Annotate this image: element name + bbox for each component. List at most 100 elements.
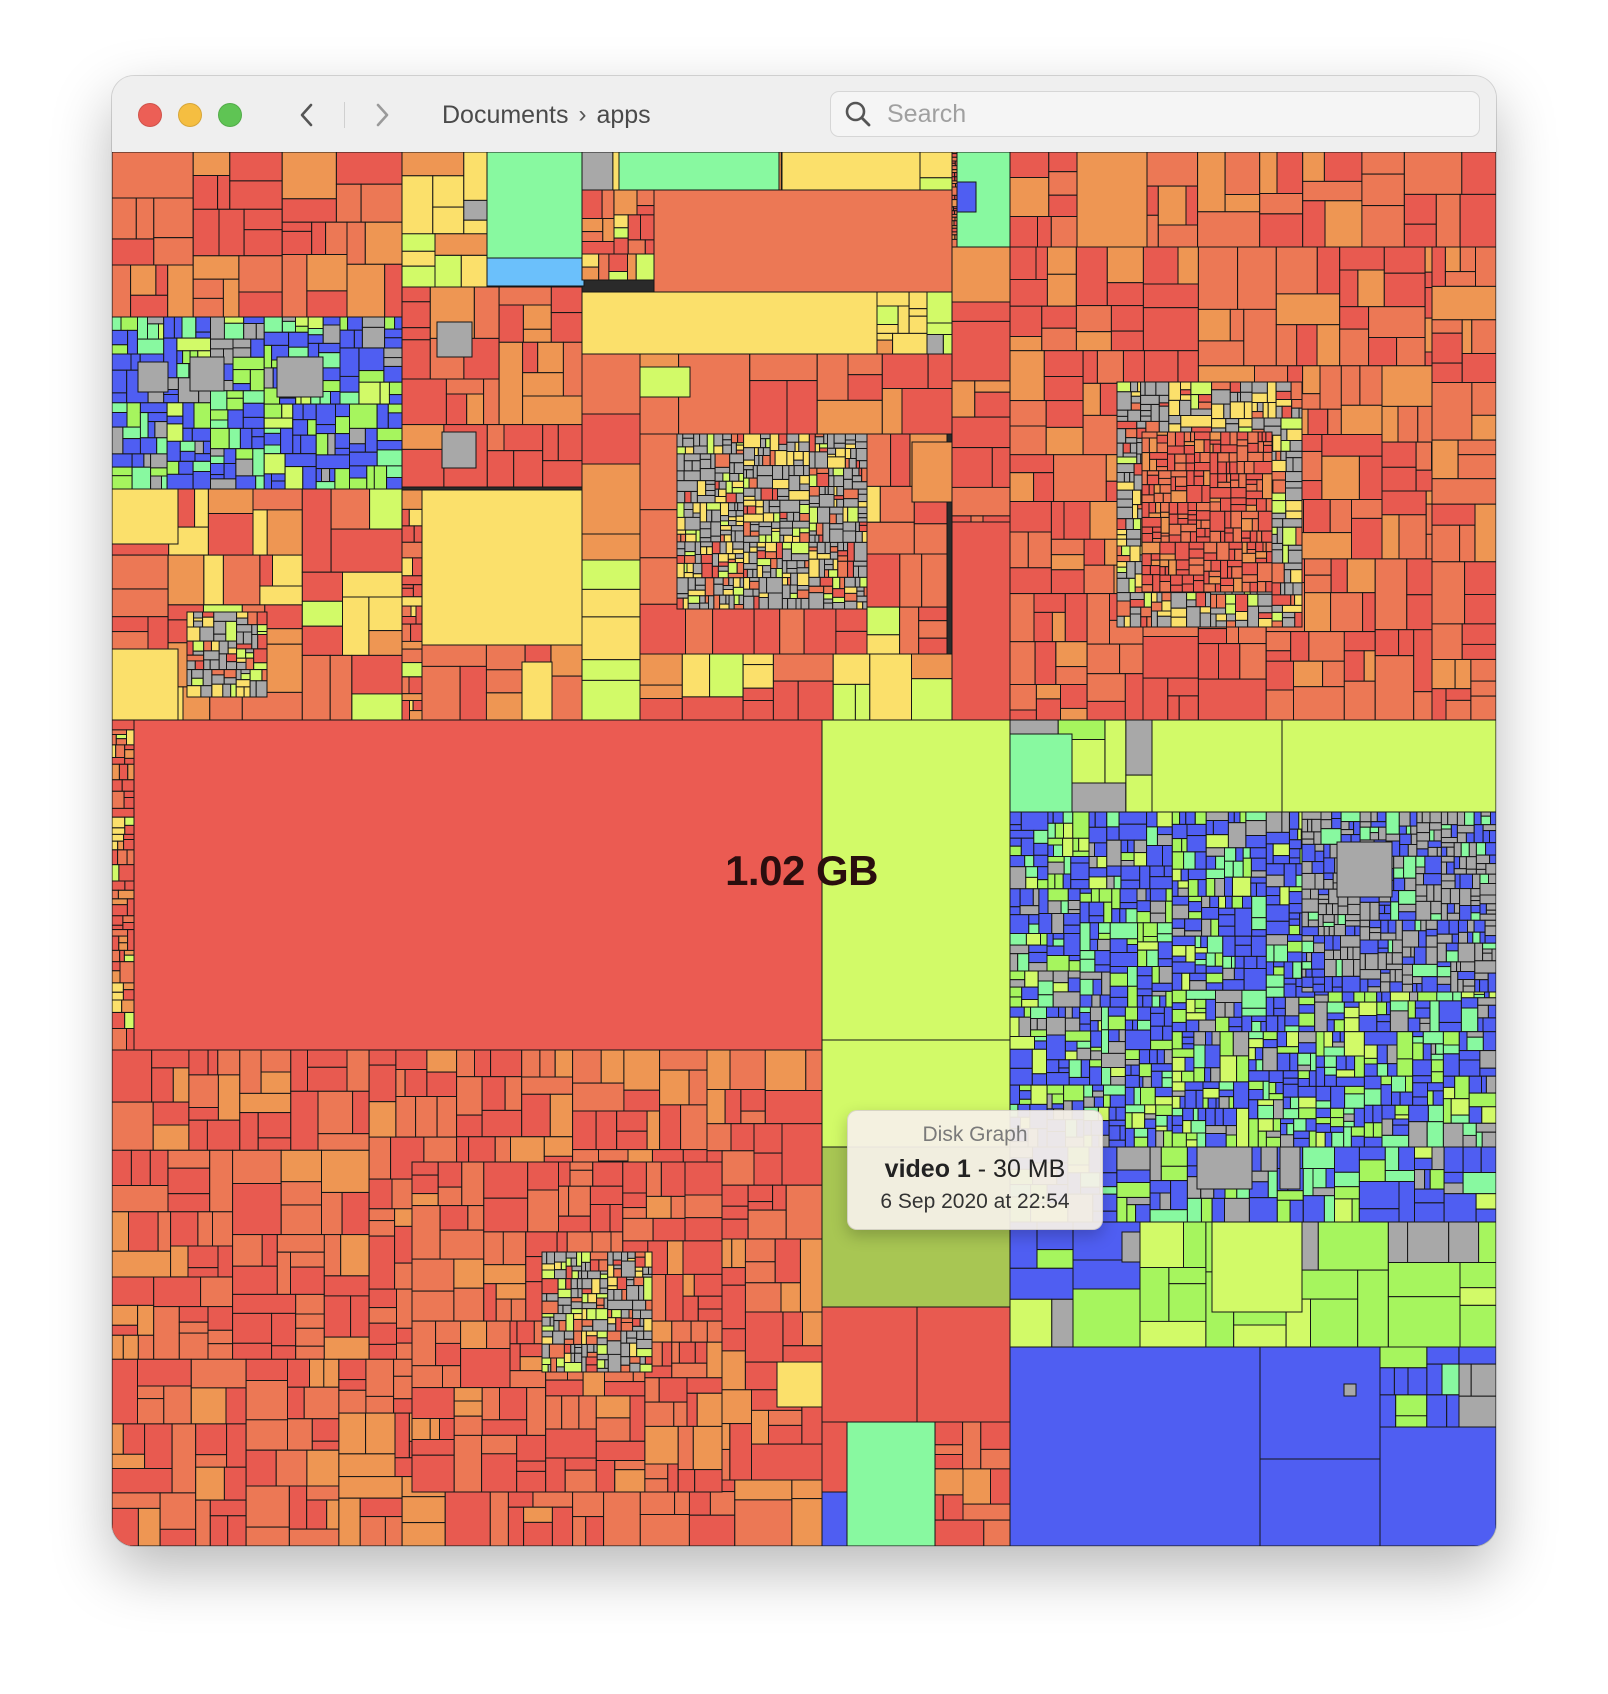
file-block[interactable] bbox=[1193, 475, 1205, 486]
file-block[interactable] bbox=[1257, 581, 1267, 593]
file-block[interactable] bbox=[1137, 941, 1159, 951]
file-block[interactable] bbox=[444, 1491, 491, 1546]
file-block[interactable] bbox=[639, 1514, 690, 1547]
file-block[interactable] bbox=[1403, 223, 1437, 248]
file-block[interactable] bbox=[119, 949, 125, 963]
file-block[interactable] bbox=[1009, 641, 1036, 686]
file-block[interactable] bbox=[1327, 991, 1343, 1003]
file-block[interactable] bbox=[1246, 549, 1257, 554]
file-block[interactable] bbox=[1030, 1018, 1038, 1031]
file-block[interactable] bbox=[1262, 1047, 1278, 1072]
file-block[interactable] bbox=[1245, 504, 1257, 512]
file-block[interactable] bbox=[573, 1319, 583, 1332]
file-block[interactable] bbox=[713, 583, 724, 596]
file-block[interactable] bbox=[1335, 1069, 1356, 1078]
file-block[interactable] bbox=[1045, 426, 1084, 456]
file-block[interactable] bbox=[1442, 1086, 1456, 1100]
file-block[interactable] bbox=[1098, 888, 1113, 903]
file-block[interactable] bbox=[163, 1385, 192, 1425]
file-block[interactable] bbox=[541, 1269, 555, 1280]
file-block[interactable] bbox=[1161, 1077, 1173, 1088]
file-block[interactable] bbox=[1179, 399, 1192, 416]
file-block[interactable] bbox=[295, 1345, 325, 1360]
file-block[interactable] bbox=[1251, 1021, 1262, 1033]
file-block[interactable] bbox=[306, 254, 348, 292]
file-block[interactable] bbox=[771, 530, 781, 543]
file-block[interactable] bbox=[541, 1316, 551, 1327]
file-block[interactable] bbox=[1232, 527, 1242, 543]
file-block[interactable] bbox=[1412, 963, 1438, 978]
file-block[interactable] bbox=[639, 698, 683, 721]
file-block[interactable] bbox=[587, 1270, 601, 1280]
file-block[interactable] bbox=[401, 623, 412, 643]
file-block[interactable] bbox=[401, 152, 465, 177]
file-block[interactable] bbox=[1090, 1030, 1103, 1048]
file-block[interactable] bbox=[441, 431, 477, 469]
file-block[interactable] bbox=[1482, 948, 1493, 954]
file-block[interactable] bbox=[1285, 510, 1303, 520]
file-block[interactable] bbox=[1453, 903, 1461, 914]
file-block[interactable] bbox=[732, 548, 745, 555]
file-block[interactable] bbox=[498, 304, 524, 343]
file-block[interactable] bbox=[1035, 698, 1062, 721]
file-block[interactable] bbox=[1427, 840, 1442, 848]
file-block[interactable] bbox=[890, 433, 911, 487]
file-block[interactable] bbox=[613, 227, 629, 239]
file-block[interactable] bbox=[781, 560, 788, 574]
file-block[interactable] bbox=[621, 1289, 628, 1301]
file-block[interactable] bbox=[1247, 431, 1259, 444]
file-block[interactable] bbox=[1290, 1096, 1300, 1110]
file-block[interactable] bbox=[644, 1463, 669, 1480]
file-block[interactable] bbox=[1209, 530, 1221, 543]
file-block[interactable] bbox=[1480, 811, 1491, 817]
file-block[interactable] bbox=[1041, 327, 1077, 352]
file-block[interactable] bbox=[1209, 487, 1232, 499]
file-block[interactable] bbox=[1171, 1048, 1195, 1058]
file-block[interactable] bbox=[1216, 541, 1230, 561]
file-block[interactable] bbox=[1381, 514, 1400, 560]
file-block[interactable] bbox=[153, 1306, 180, 1360]
file-block[interactable] bbox=[411, 1174, 439, 1195]
file-block[interactable] bbox=[1151, 995, 1161, 1008]
file-block[interactable] bbox=[434, 233, 493, 256]
file-block[interactable] bbox=[1149, 888, 1167, 902]
file-block[interactable] bbox=[836, 486, 845, 497]
file-block[interactable] bbox=[1208, 576, 1222, 585]
file-block[interactable] bbox=[622, 1207, 647, 1219]
file-block[interactable] bbox=[692, 573, 703, 579]
file-block[interactable] bbox=[1381, 466, 1417, 492]
file-block[interactable] bbox=[760, 487, 773, 501]
file-block[interactable] bbox=[934, 1494, 944, 1521]
file-block[interactable] bbox=[213, 633, 227, 642]
file-block[interactable] bbox=[1276, 526, 1284, 544]
file-block[interactable] bbox=[791, 1479, 823, 1500]
file-block[interactable] bbox=[1009, 1298, 1053, 1348]
file-block[interactable] bbox=[1141, 541, 1161, 555]
file-block[interactable] bbox=[1116, 538, 1128, 547]
file-block[interactable] bbox=[1272, 855, 1290, 865]
file-block[interactable] bbox=[1353, 959, 1361, 977]
file-block[interactable] bbox=[1119, 1125, 1126, 1141]
file-block[interactable] bbox=[808, 486, 820, 497]
file-block[interactable] bbox=[1171, 1090, 1186, 1097]
file-block[interactable] bbox=[1385, 811, 1400, 835]
file-block[interactable] bbox=[1298, 1096, 1317, 1109]
file-block[interactable] bbox=[1150, 1039, 1173, 1051]
file-block[interactable] bbox=[1424, 1169, 1431, 1190]
file-block[interactable] bbox=[683, 460, 693, 472]
file-block[interactable] bbox=[236, 661, 247, 671]
file-block[interactable] bbox=[1251, 929, 1267, 937]
file-block[interactable] bbox=[808, 467, 818, 476]
file-block[interactable] bbox=[386, 477, 403, 490]
file-block[interactable] bbox=[1285, 450, 1303, 459]
file-block[interactable] bbox=[1079, 994, 1093, 1008]
file-block[interactable] bbox=[1051, 1093, 1065, 1105]
file-block[interactable] bbox=[1211, 1031, 1221, 1046]
file-block[interactable] bbox=[1414, 1146, 1433, 1159]
file-block[interactable] bbox=[1407, 1000, 1416, 1019]
file-block[interactable] bbox=[789, 592, 798, 599]
selected-large-block[interactable] bbox=[133, 719, 823, 1051]
file-block[interactable] bbox=[207, 1306, 234, 1331]
file-block[interactable] bbox=[796, 567, 810, 574]
file-block[interactable] bbox=[714, 466, 731, 474]
